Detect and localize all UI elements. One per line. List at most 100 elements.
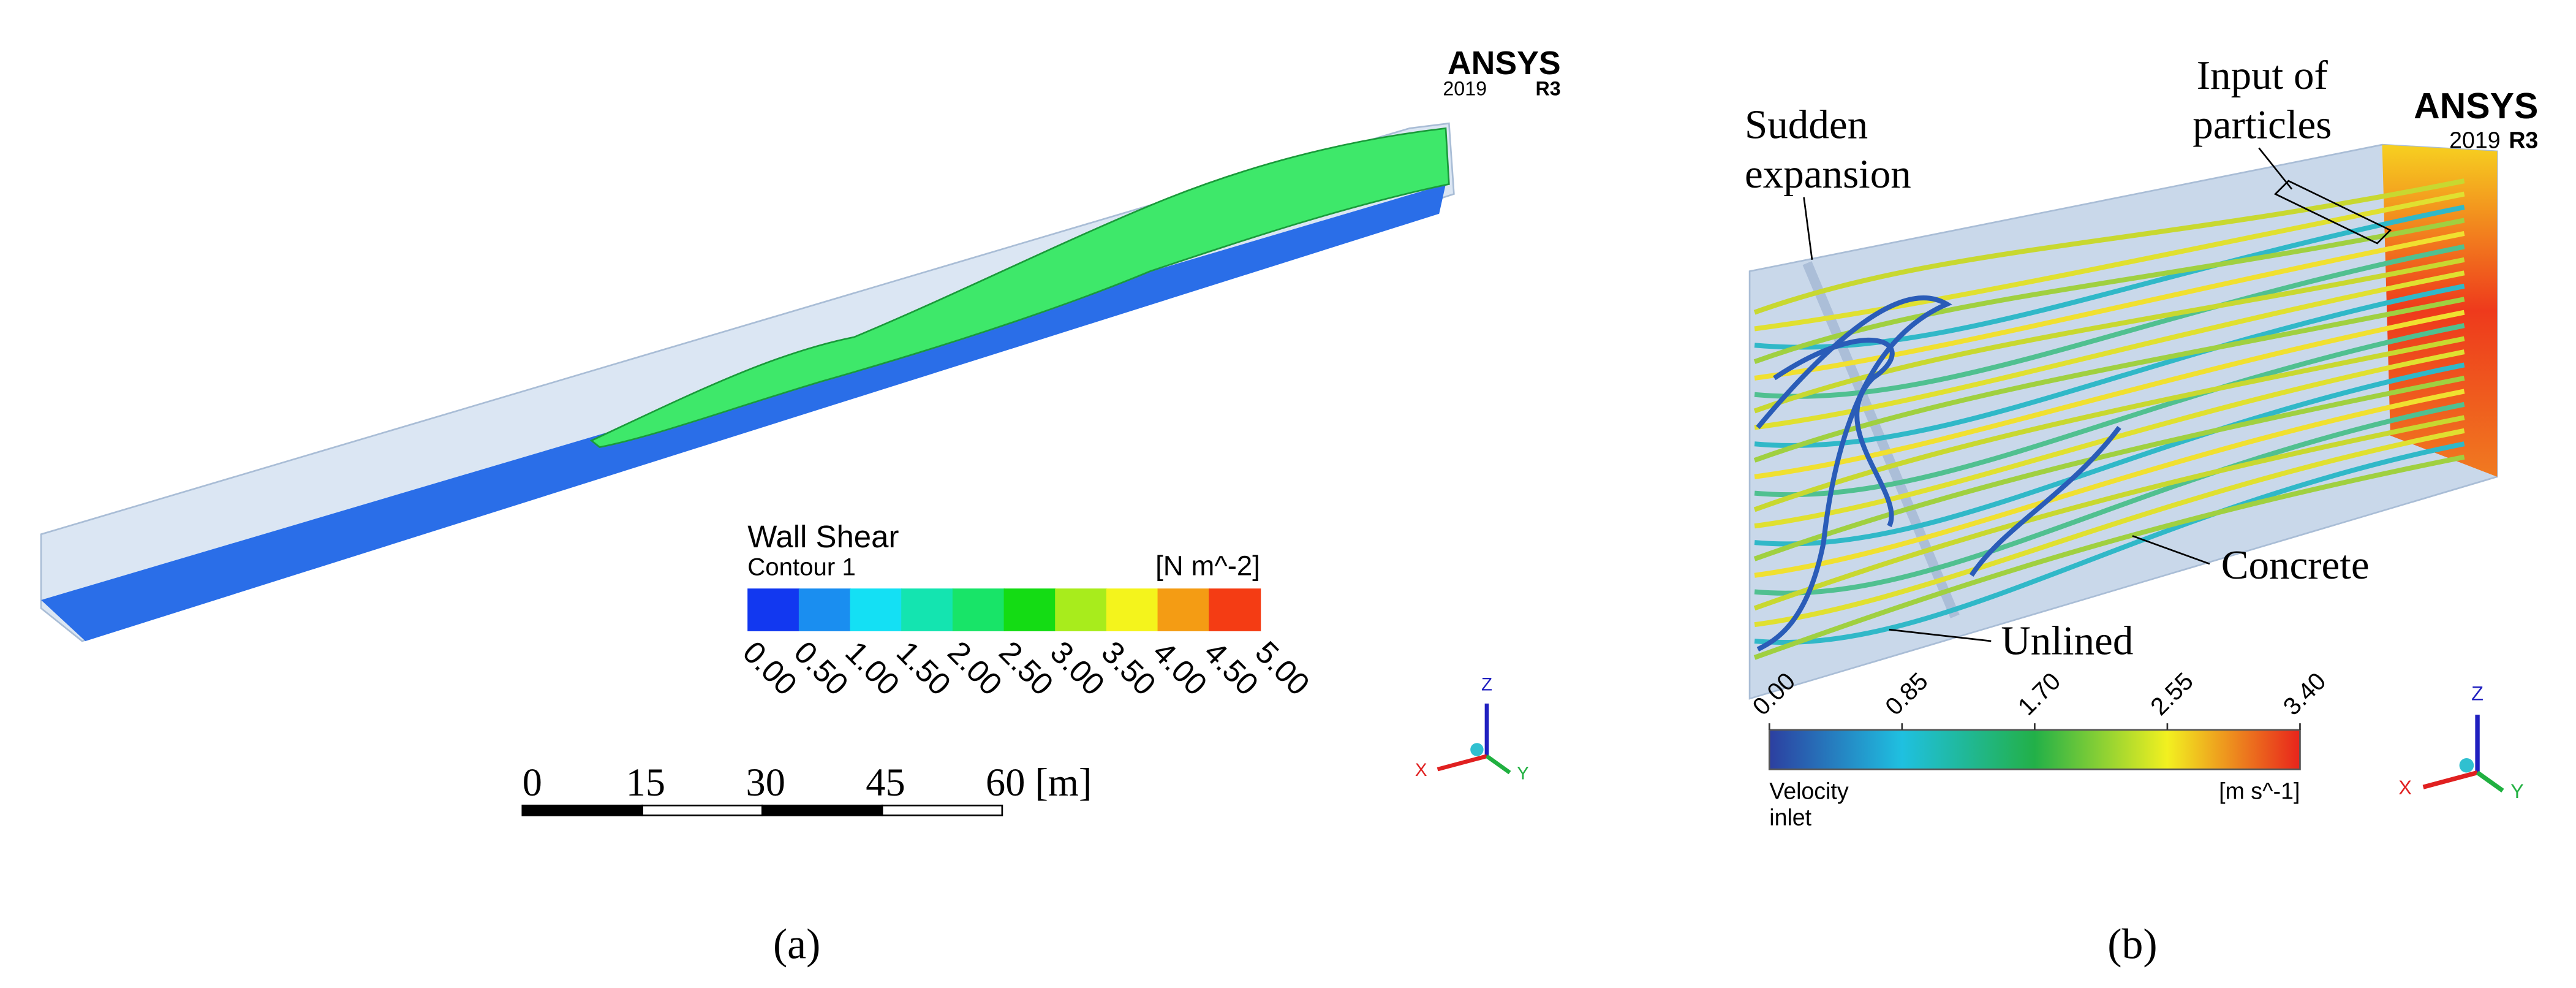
streamline	[1753, 257, 2465, 414]
streamline	[1754, 428, 2465, 628]
streamlines	[1753, 178, 2465, 660]
legend-title: Wall Shear	[747, 519, 899, 554]
release: R3	[2509, 127, 2538, 153]
streamline	[1754, 283, 2465, 448]
streamline	[1754, 401, 2465, 596]
streamline	[1754, 362, 2465, 547]
colorbar-cell	[952, 588, 1005, 631]
colorbar-label: 2.50	[992, 634, 1060, 702]
axis-label: X	[1415, 760, 1427, 780]
colorbar-label: 0.00	[736, 634, 804, 702]
streamline	[1753, 336, 2465, 512]
scale-label: 60 [m]	[986, 761, 1092, 804]
colorbar-cell	[1157, 588, 1210, 631]
streamline	[1754, 191, 2465, 332]
colorbar-label: 2.00	[941, 634, 1008, 702]
colorbar-label: 3.50	[1095, 634, 1162, 702]
colorbar-label: 1.00	[839, 634, 906, 702]
streamline	[1754, 349, 2465, 529]
label-concrete: Concrete	[2221, 542, 2370, 588]
legend-title: Velocity	[1769, 778, 1849, 804]
label-expansion: expansion	[1745, 151, 1911, 197]
shear-isosurface	[589, 127, 1450, 449]
colorbar-label: 5.00	[1248, 634, 1316, 702]
particle-inlet	[2273, 180, 2392, 245]
axis-arrow	[2422, 770, 2479, 789]
colorbar-label: 4.00	[1146, 634, 1214, 702]
axis-triad: Z X Y	[2398, 683, 2524, 802]
colorbar-label: 4.50	[1198, 634, 1265, 702]
axis-arrow	[1486, 754, 1511, 775]
colorbar-label: 0.85	[1880, 667, 1933, 721]
colorbar-label: 1.50	[890, 634, 958, 702]
streamline	[1754, 270, 2465, 430]
colorbar-cell	[1209, 588, 1261, 631]
label-expansion: Sudden	[1745, 101, 1868, 147]
streamline	[1754, 441, 2465, 645]
colorbar-label: 1.70	[2012, 667, 2066, 721]
scale-label: 30	[746, 761, 785, 804]
axis-label: Z	[1481, 674, 1492, 694]
axis-label: X	[2398, 777, 2412, 799]
axis-arrow	[1437, 754, 1487, 772]
label-input: particles	[2193, 101, 2332, 147]
caption: (b)	[2107, 921, 2157, 968]
colorbar-cell	[747, 588, 800, 631]
colorbar-label: 3.00	[1044, 634, 1111, 702]
colorbar-cell	[1003, 588, 1056, 631]
label-input: Input of	[2197, 52, 2329, 98]
scale-label: 45	[866, 761, 905, 804]
axis-label: Z	[2471, 683, 2483, 705]
colorbar-cell	[1055, 588, 1108, 631]
streamline	[1754, 389, 2465, 578]
colorbar: 0.000.501.001.502.002.503.003.504.004.50…	[736, 588, 1316, 702]
colorbar-cell	[798, 588, 851, 631]
caption: (a)	[773, 921, 820, 968]
colorbar-label: 2.55	[2145, 667, 2199, 721]
legend-unit: [m s^-1]	[2219, 778, 2300, 804]
streamline	[1753, 375, 2465, 561]
scale-label: 0	[523, 761, 542, 804]
channel-floor	[41, 184, 1446, 642]
panel-b: Input of particles Sudden expansion Conc…	[1745, 52, 2538, 968]
streamline	[1969, 425, 2121, 577]
axis-origin	[1470, 743, 1484, 756]
release: R3	[1536, 78, 1561, 100]
colorbar-label: 3.40	[2278, 667, 2331, 721]
streamline	[1753, 297, 2465, 463]
scale-segment	[521, 804, 643, 816]
legend-unit: [N m^-2]	[1155, 550, 1260, 582]
version: 2019	[2449, 127, 2500, 153]
version: 2019	[1443, 78, 1487, 100]
colorbar-cell	[901, 588, 954, 631]
streamline	[1753, 415, 2465, 611]
streamline	[1753, 454, 2465, 660]
colorbar-gradient	[1768, 729, 2301, 770]
ansys-logo: ANSYS 2019 R3	[2414, 86, 2538, 153]
leader-lines	[1803, 147, 2293, 642]
ansys-logo: ANSYS 2019 R3	[1443, 45, 1560, 100]
streamline	[1756, 295, 1952, 652]
colorbar-cell	[1106, 588, 1158, 631]
axis-label: Y	[1517, 763, 1529, 783]
scale-label: 15	[626, 761, 665, 804]
panel-a: ANSYS 2019 R3 Wall Shear Contour 1 [N m^…	[40, 45, 1561, 968]
axis-label: Y	[2510, 780, 2524, 802]
logo: ANSYS	[1448, 45, 1561, 82]
label-unlined: Unlined	[2001, 617, 2133, 663]
streamline	[1754, 323, 2465, 498]
streamline	[1754, 230, 2465, 381]
streamline	[1773, 338, 1895, 528]
legend-subtitle: Contour 1	[747, 553, 856, 581]
streamline	[1753, 178, 2465, 315]
colorbar: 0.00 0.85 1.70 2.55 3.40	[1747, 667, 2331, 770]
annotations: Input of particles Sudden expansion Conc…	[1745, 52, 2370, 664]
scale-segment	[881, 804, 1003, 816]
scale-bar: 0 15 30 45 60 [m]	[521, 761, 1092, 816]
axis-arrow	[2476, 770, 2504, 793]
axis-origin	[2459, 758, 2474, 773]
scale-segment	[761, 804, 883, 816]
outlet-face	[2382, 145, 2498, 477]
scale-segment	[641, 804, 763, 816]
